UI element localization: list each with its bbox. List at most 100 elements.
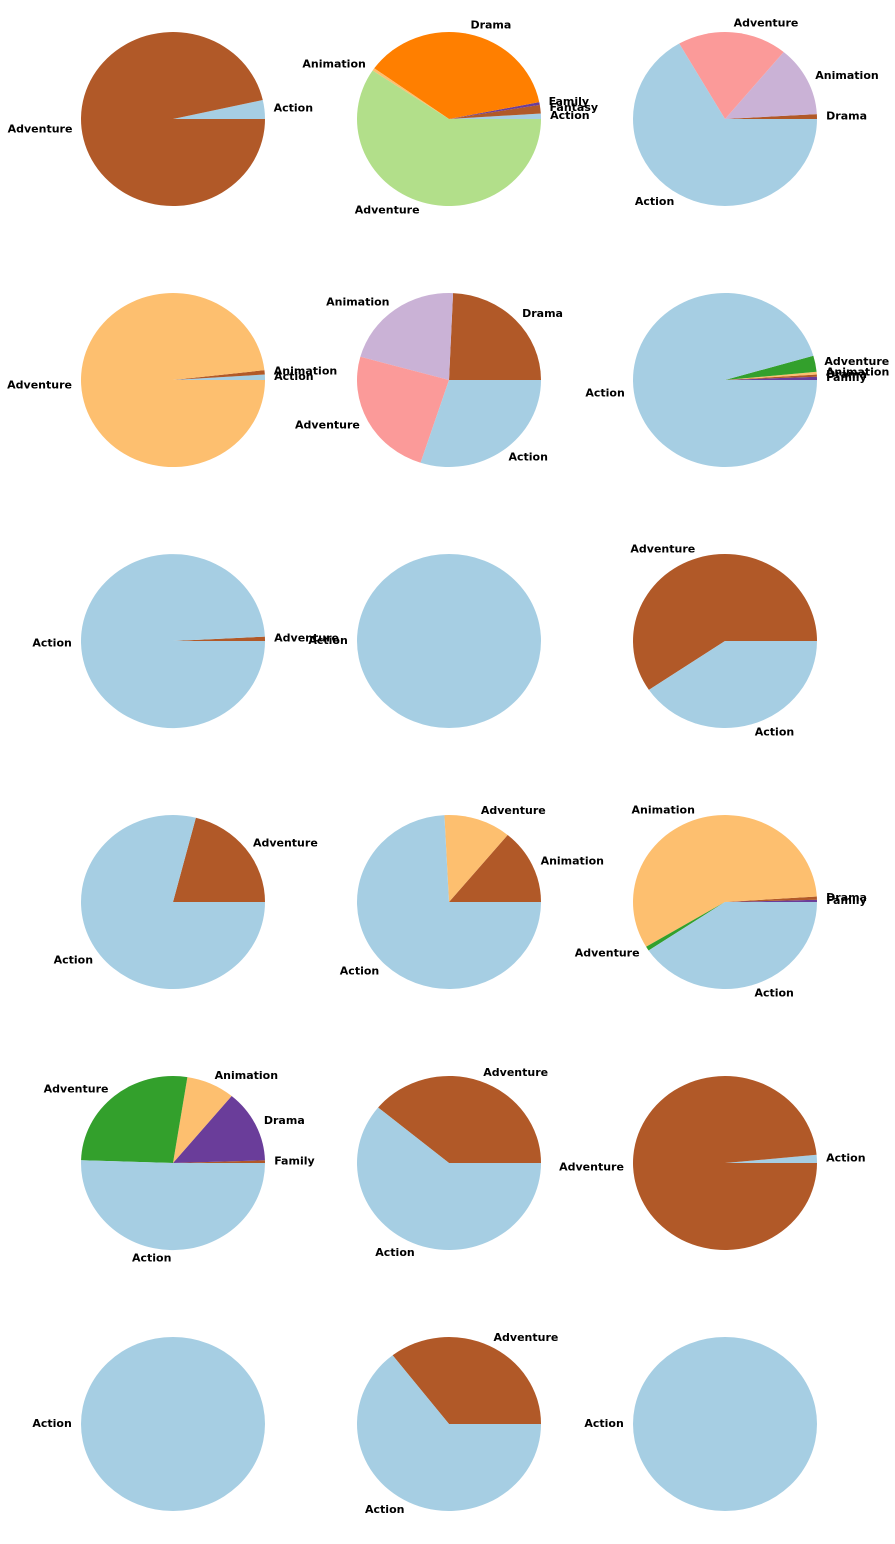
slice-label-drama: Drama <box>826 891 867 904</box>
slice-adventure <box>725 355 817 380</box>
slice-animation <box>360 292 454 380</box>
slice-adventure <box>378 1075 541 1163</box>
slice-label-family: Family <box>826 371 866 384</box>
slice-drama <box>725 374 817 380</box>
slice-label-adventure: Adventure <box>253 836 318 849</box>
slice-action <box>357 1107 541 1250</box>
slice-adventure <box>81 293 265 468</box>
pie-chart-8: Action <box>308 554 541 728</box>
slice-label-adventure: Adventure <box>295 418 360 431</box>
pie-chart-13: Family Drama Animation Adventure Action <box>44 1069 315 1265</box>
slice-action <box>173 374 265 380</box>
slice-label-adventure: Adventure <box>44 1082 109 1095</box>
slice-animation <box>173 370 265 380</box>
slice-adventure <box>633 553 817 690</box>
slice-drama <box>725 114 817 119</box>
slice-family <box>449 102 540 119</box>
slice-action <box>357 554 541 728</box>
slice-action <box>357 815 541 990</box>
slice-action <box>725 1154 817 1163</box>
slice-family <box>725 376 817 380</box>
slice-label-action: Action <box>584 1417 623 1430</box>
slice-label-action: Action <box>754 987 793 1000</box>
slice-label-action: Action <box>340 964 379 977</box>
slice-label-adventure: Adventure <box>494 1331 559 1344</box>
pie-chart-7: Adventure Action <box>32 554 339 729</box>
pie-chart-18: Action <box>584 1337 817 1511</box>
slice-label-adventure: Adventure <box>630 543 695 556</box>
slice-action <box>633 1337 817 1511</box>
slice-label-animation: Animation <box>274 365 337 378</box>
pie-chart-1: Action Adventure <box>8 32 313 207</box>
slice-adventure <box>633 1076 817 1251</box>
slice-label-action: Action <box>550 109 589 122</box>
slice-label-action: Action <box>375 1246 414 1259</box>
slice-adventure <box>357 356 449 463</box>
slice-adventure <box>679 32 784 119</box>
slice-label-action: Action <box>635 195 674 208</box>
slice-label-action: Action <box>32 636 71 649</box>
slice-label-drama: Drama <box>522 307 563 320</box>
slice-label-adventure: Adventure <box>575 946 640 959</box>
slice-label-action: Action <box>274 370 313 383</box>
slice-label-animation: Animation <box>326 296 389 309</box>
slice-label-animation: Animation <box>215 1069 278 1082</box>
pie-chart-10: Adventure Action <box>54 814 318 989</box>
slice-drama <box>449 293 541 380</box>
slice-label-drama: Drama <box>470 18 511 31</box>
slice-label-action: Action <box>508 450 547 463</box>
slice-label-action: Action <box>755 725 794 738</box>
pie-chart-16: Action <box>32 1337 265 1511</box>
slice-action <box>81 814 265 989</box>
slice-label-family: Family <box>549 95 589 108</box>
pie-chart-9: Adventure Action <box>630 543 817 738</box>
slice-adventure <box>646 902 725 951</box>
slice-drama <box>725 896 817 902</box>
slice-label-action: Action <box>826 1151 865 1164</box>
slice-action <box>633 292 817 467</box>
slice-label-action: Action <box>308 634 347 647</box>
pie-chart-5: Drama Animation Adventure Action <box>295 292 563 467</box>
slice-label-action: Action <box>365 1503 404 1516</box>
pie-chart-17: Adventure Action <box>357 1331 559 1516</box>
slice-label-adventure: Adventure <box>274 632 339 645</box>
slice-label-adventure: Adventure <box>824 355 889 368</box>
pie-chart-11: Animation Adventure Action <box>340 804 604 990</box>
slice-animation <box>372 68 449 119</box>
slice-label-animation: Animation <box>302 57 365 70</box>
slice-label-action: Action <box>274 102 313 115</box>
slice-animation <box>725 51 817 119</box>
slice-action <box>81 1337 265 1511</box>
slice-animation <box>725 371 817 380</box>
slice-fantasy <box>449 104 541 119</box>
slice-label-action: Action <box>132 1252 171 1265</box>
slice-label-animation: Animation <box>826 365 889 378</box>
slice-label-animation: Animation <box>632 804 695 817</box>
slice-action <box>648 902 817 989</box>
slice-label-action: Action <box>585 386 624 399</box>
slice-label-family: Family <box>274 1155 314 1168</box>
pie-chart-14: Adventure Action <box>357 1066 548 1259</box>
slice-adventure <box>81 1075 188 1163</box>
slice-animation <box>173 1077 232 1163</box>
slice-label-animation: Animation <box>815 69 878 82</box>
slice-label-fantasy: Fantasy <box>550 101 599 114</box>
slice-label-drama: Drama <box>826 368 867 381</box>
slice-action <box>648 641 817 728</box>
slice-label-drama: Drama <box>264 1114 305 1127</box>
slice-action <box>81 1160 266 1251</box>
pie-chart-15: Action Adventure <box>559 1076 866 1251</box>
slice-adventure <box>357 70 541 207</box>
slice-adventure <box>173 636 265 641</box>
slice-label-drama: Drama <box>826 109 867 122</box>
slice-adventure <box>173 817 265 902</box>
pie-chart-3: Drama Animation Adventure Action <box>633 17 879 208</box>
slice-label-adventure: Adventure <box>481 804 546 817</box>
slice-adventure <box>392 1337 541 1424</box>
slice-label-family: Family <box>826 894 866 907</box>
slice-label-adventure: Adventure <box>7 378 72 391</box>
slice-action <box>173 100 265 119</box>
